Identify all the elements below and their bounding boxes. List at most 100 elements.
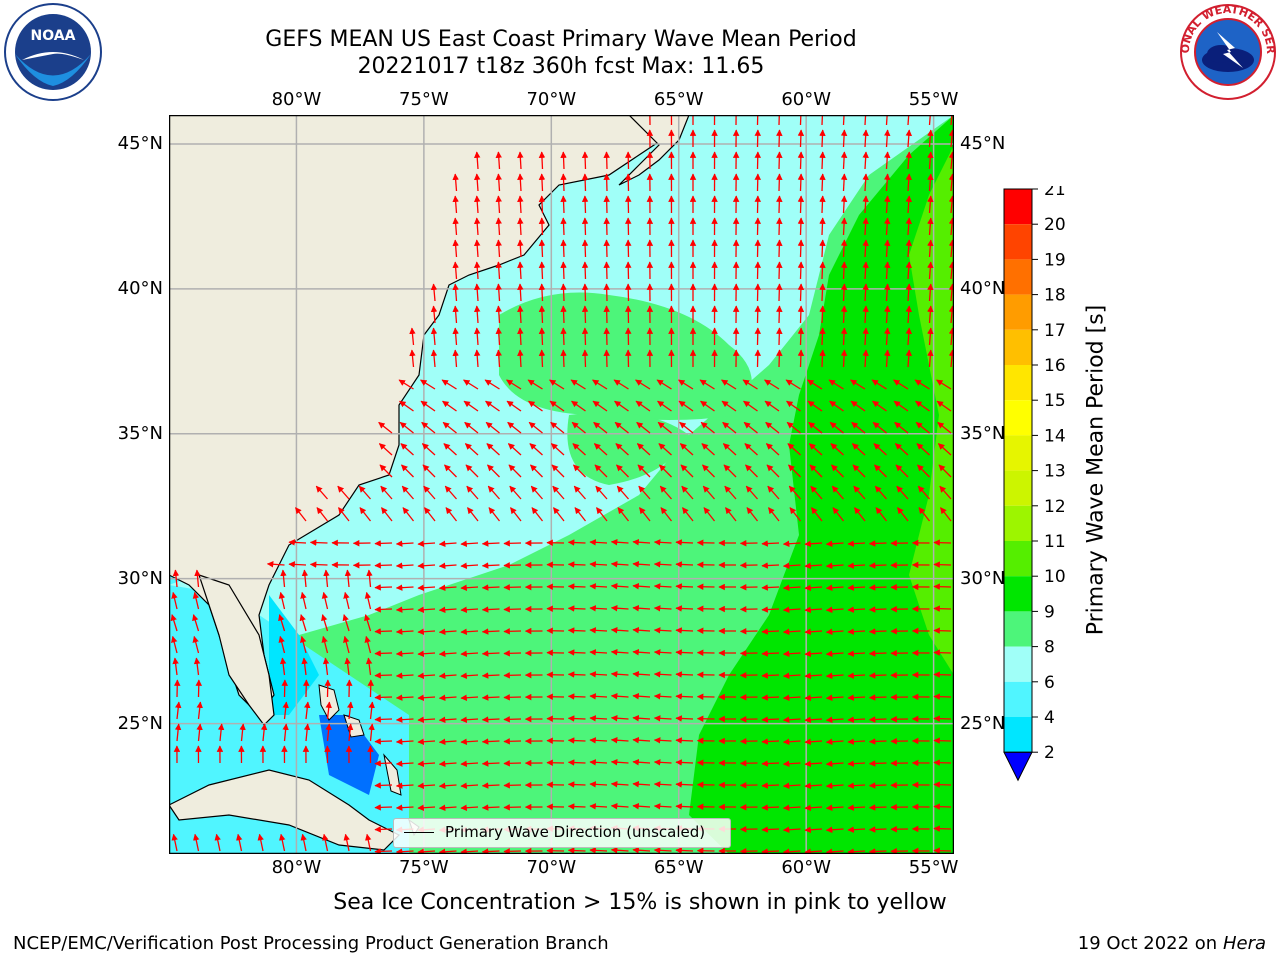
- wave-direction-arrow: [847, 848, 866, 854]
- wave-direction-arrow: [567, 671, 586, 678]
- wave-direction-arrow: [862, 327, 869, 346]
- wave-direction-arrow: [236, 833, 243, 852]
- wave-direction-arrow: [653, 759, 672, 766]
- wave-direction-arrow: [417, 738, 436, 745]
- wave-direction-arrow: [797, 349, 805, 368]
- wave-direction-arrow: [400, 443, 414, 456]
- wave-direction-arrow: [589, 693, 608, 700]
- wave-direction-arrow: [653, 561, 672, 568]
- wave-direction-arrow: [337, 507, 350, 522]
- wave-direction-arrow: [473, 349, 481, 368]
- wave-direction-arrow: [473, 327, 481, 346]
- wave-direction-arrow: [632, 736, 651, 744]
- coordinate-tick-label: 35°N: [960, 422, 1006, 444]
- wave-direction-arrow: [905, 151, 913, 170]
- wave-direction-arrow: [300, 591, 307, 610]
- wave-direction-arrow: [503, 782, 522, 789]
- wave-direction-arrow: [589, 737, 608, 744]
- wave-direction-arrow: [948, 349, 954, 368]
- wave-direction-arrow: [797, 217, 805, 236]
- wave-direction-arrow: [610, 538, 629, 546]
- wave-direction-arrow: [438, 562, 457, 570]
- wave-direction-arrow: [927, 129, 934, 148]
- wave-direction-arrow: [374, 760, 393, 767]
- wave-direction-arrow: [517, 239, 524, 258]
- wave-direction-arrow: [610, 736, 629, 744]
- wave-direction-arrow: [549, 400, 565, 412]
- wave-direction-arrow: [819, 173, 826, 192]
- wave-period-map: [169, 115, 954, 854]
- wave-direction-arrow: [675, 561, 694, 568]
- wave-direction-arrow: [503, 562, 522, 569]
- wave-direction-arrow: [374, 650, 393, 657]
- wave-direction-arrow: [819, 305, 826, 324]
- wave-direction-arrow: [829, 400, 844, 412]
- wave-direction-arrow: [374, 540, 393, 547]
- wave-direction-arrow: [868, 606, 887, 613]
- wave-direction-arrow: [443, 443, 457, 456]
- wave-direction-arrow: [321, 614, 329, 632]
- wave-direction-arrow: [481, 760, 500, 767]
- wave-direction-arrow: [948, 217, 954, 236]
- wave-direction-arrow: [807, 379, 823, 390]
- wave-direction-arrow: [463, 400, 479, 412]
- wave-direction-arrow: [776, 283, 783, 302]
- wave-direction-arrow: [567, 715, 586, 722]
- wave-direction-arrow: [894, 443, 909, 456]
- wave-direction-arrow: [675, 847, 694, 854]
- wave-direction-arrow: [614, 421, 629, 434]
- coordinate-tick-label: 25°N: [117, 712, 163, 734]
- wave-direction-arrow: [847, 826, 866, 833]
- wave-direction-arrow: [840, 283, 848, 302]
- wave-direction-arrow: [395, 848, 414, 854]
- wave-direction-arrow: [638, 507, 651, 522]
- wave-direction-arrow: [610, 692, 629, 700]
- wave-direction-arrow: [885, 115, 888, 126]
- wave-direction-arrow: [399, 400, 414, 412]
- wave-direction-arrow: [632, 780, 651, 788]
- coordinate-tick-label: 55°W: [908, 89, 959, 110]
- wave-direction-arrow: [517, 327, 524, 346]
- wave-direction-arrow: [868, 804, 887, 811]
- wave-direction-arrow: [503, 848, 522, 854]
- wave-direction-arrow: [675, 649, 694, 656]
- wave-direction-arrow: [933, 737, 952, 744]
- wave-direction-arrow: [743, 400, 758, 412]
- wave-direction-arrow: [825, 716, 844, 724]
- wave-direction-arrow: [567, 627, 586, 634]
- wave-direction-arrow: [653, 781, 672, 788]
- wave-direction-arrow: [395, 738, 414, 745]
- wave-direction-arrow: [343, 635, 350, 654]
- wave-direction-arrow: [430, 283, 438, 302]
- wave-direction-arrow: [589, 649, 608, 656]
- wave-direction-arrow: [282, 723, 289, 742]
- wave-direction-arrow: [460, 694, 479, 701]
- wave-direction-arrow: [417, 562, 436, 569]
- wave-direction-arrow: [636, 443, 651, 456]
- wave-direction-arrow: [933, 561, 952, 568]
- wave-direction-arrow: [509, 485, 522, 500]
- wave-direction-arrow: [862, 261, 869, 280]
- wave-direction-arrow: [589, 781, 608, 788]
- wave-direction-arrow: [603, 151, 610, 170]
- wave-direction-arrow: [460, 606, 479, 613]
- wave-direction-arrow: [257, 833, 264, 852]
- wave-direction-arrow: [452, 217, 459, 236]
- wave-direction-arrow: [170, 614, 178, 632]
- wave-direction-arrow: [342, 614, 350, 632]
- wave-direction-arrow: [344, 569, 352, 588]
- colorbar-tick-label: 6: [1044, 673, 1055, 693]
- wave-direction-arrow: [368, 701, 375, 720]
- wave-direction-arrow: [868, 694, 887, 701]
- wave-direction-arrow: [927, 327, 934, 346]
- wave-direction-arrow: [761, 540, 780, 547]
- colorbar-cell: [1004, 224, 1032, 260]
- wave-direction-arrow: [473, 283, 481, 302]
- wave-direction-arrow: [517, 305, 524, 324]
- wave-direction-arrow: [495, 349, 503, 368]
- wave-direction-arrow: [914, 379, 930, 390]
- wave-direction-arrow: [417, 650, 436, 657]
- wave-direction-arrow: [304, 701, 311, 720]
- noaa-logo-text: NOAA: [31, 28, 76, 44]
- colorbar-tick-label: 16: [1044, 356, 1066, 376]
